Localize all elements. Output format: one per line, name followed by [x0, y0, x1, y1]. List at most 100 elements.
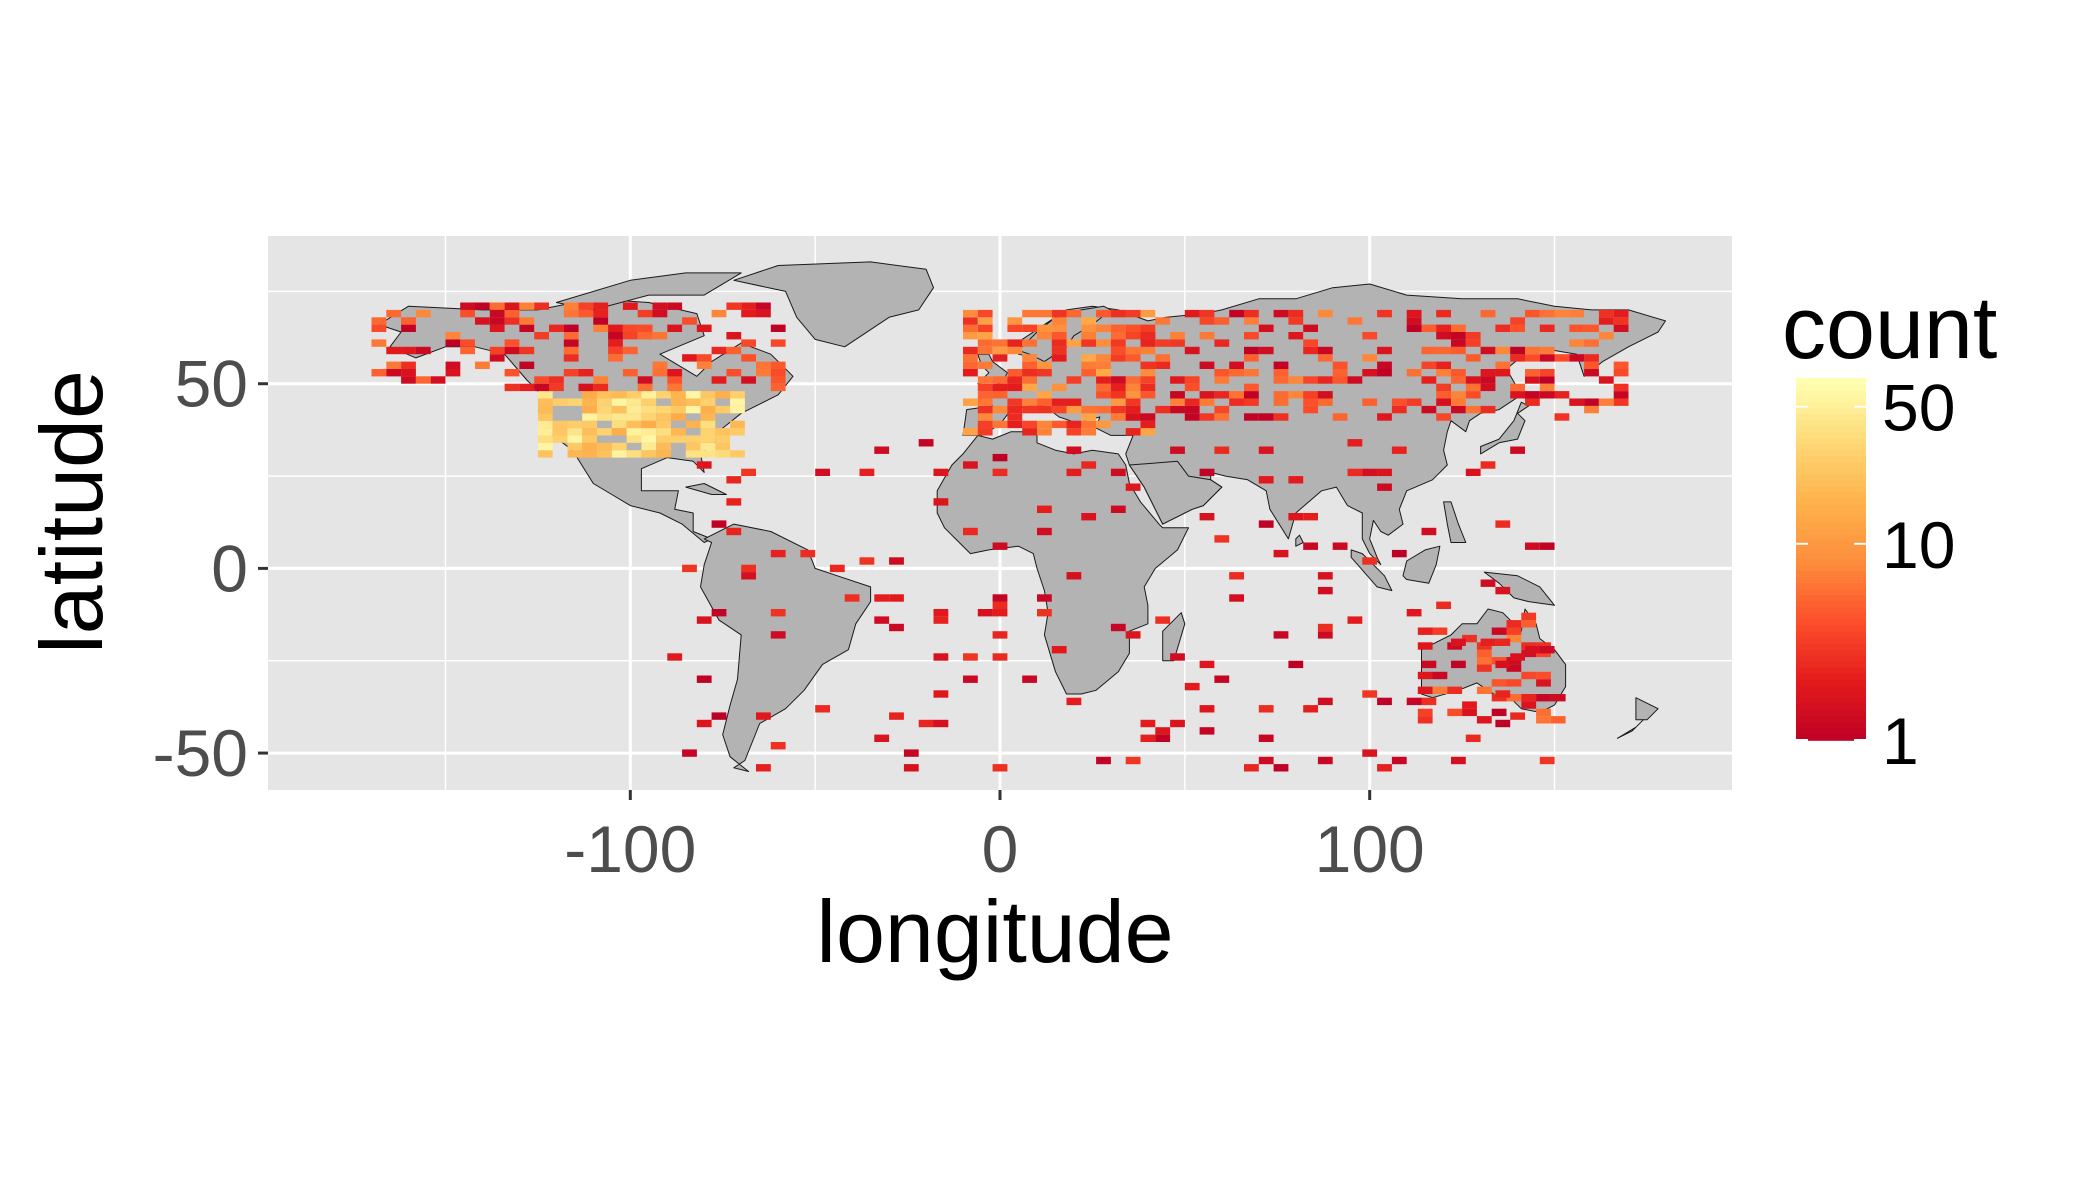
count-bin	[1258, 734, 1274, 742]
count-bin	[711, 346, 727, 355]
count-bin	[1170, 653, 1185, 661]
count-bin	[1554, 391, 1570, 399]
land-south-america	[700, 523, 872, 772]
count-bin	[1417, 716, 1433, 724]
count-bin	[977, 609, 993, 617]
count-bin	[1480, 309, 1496, 318]
count-bin	[1051, 383, 1067, 392]
count-bin	[637, 332, 653, 340]
count-bin	[567, 442, 583, 451]
count-bin	[741, 339, 756, 347]
count-bin	[593, 324, 609, 332]
count-bin	[1244, 309, 1259, 318]
count-bin	[667, 369, 683, 377]
legend-color-step	[1796, 450, 1866, 458]
count-bin	[1037, 420, 1052, 429]
count-bin	[1613, 398, 1629, 406]
legend-color-step	[1796, 637, 1866, 645]
count-bin	[711, 520, 727, 528]
count-bin	[1421, 405, 1437, 414]
count-bin	[1436, 361, 1451, 369]
count-bin	[756, 764, 771, 772]
count-bin	[415, 376, 431, 384]
count-bin	[1022, 354, 1037, 362]
count-bin	[933, 653, 949, 661]
count-bin	[415, 309, 431, 318]
count-bin	[1462, 634, 1477, 643]
count-bin	[597, 428, 612, 436]
count-bin	[460, 302, 475, 310]
count-bin	[1362, 749, 1378, 757]
count-bin	[415, 346, 431, 355]
count-bin	[1317, 391, 1333, 399]
count-bin	[1022, 324, 1037, 332]
count-bin	[549, 324, 564, 332]
count-bin	[1110, 309, 1126, 318]
count-bin	[992, 601, 1008, 609]
count-bin	[460, 339, 475, 347]
count-bin	[1377, 369, 1392, 377]
legend-color-step	[1796, 384, 1866, 391]
count-bin	[608, 324, 623, 332]
count-bin	[1273, 309, 1289, 318]
count-bin	[1432, 686, 1448, 694]
count-bin	[582, 435, 597, 443]
legend-color-step	[1796, 444, 1866, 452]
count-bin	[700, 398, 716, 406]
count-bin	[1510, 317, 1525, 325]
count-bin	[1199, 660, 1215, 669]
count-bin	[1521, 612, 1537, 621]
count-bin	[1022, 398, 1037, 406]
land-new-zealand	[1635, 697, 1659, 721]
count-bin	[1417, 686, 1433, 694]
count-bin	[1007, 413, 1023, 421]
count-bin	[685, 442, 701, 451]
count-bin	[641, 450, 657, 458]
legend-color-step	[1796, 559, 1866, 566]
count-bin	[1081, 332, 1097, 340]
legend-color-step	[1796, 709, 1866, 717]
count-bin	[696, 324, 712, 332]
count-bin	[889, 712, 904, 720]
count-bin	[963, 361, 978, 369]
count-bin	[700, 435, 716, 443]
count-bin	[1155, 727, 1171, 735]
count-bin	[1096, 383, 1111, 392]
count-bin	[1539, 369, 1555, 377]
count-bin	[992, 383, 1008, 392]
count-bin	[386, 346, 402, 355]
land-philippines	[1443, 501, 1467, 543]
count-bin	[563, 332, 579, 340]
count-bin	[401, 369, 416, 377]
count-bin	[656, 450, 671, 458]
count-bin	[1066, 572, 1082, 580]
count-bin	[1510, 354, 1525, 362]
count-bin	[977, 332, 993, 340]
count-bin	[1170, 398, 1185, 406]
count-bin	[641, 442, 657, 451]
count-bin	[963, 527, 978, 536]
x-axis-title: longitude	[816, 882, 1173, 981]
count-bin	[1051, 354, 1067, 362]
count-bin	[933, 468, 949, 477]
land-greenland	[733, 261, 934, 348]
count-bin	[1022, 376, 1037, 384]
count-bin	[1539, 324, 1555, 332]
count-bin	[1332, 361, 1348, 369]
count-bin	[1303, 376, 1318, 384]
legend-color-step	[1796, 589, 1866, 596]
legend-color-step	[1796, 673, 1866, 681]
count-bin	[1110, 623, 1126, 632]
count-bin	[741, 572, 756, 580]
count-bin	[582, 398, 597, 406]
count-bin	[1347, 616, 1363, 624]
count-bin	[770, 376, 786, 384]
count-bin	[1051, 420, 1067, 429]
count-bin	[656, 435, 671, 443]
count-bin	[1554, 354, 1570, 362]
count-bin	[715, 405, 731, 414]
count-bin	[1110, 398, 1126, 406]
count-bin	[641, 413, 657, 421]
legend-color-step	[1796, 577, 1866, 584]
count-bin	[1536, 671, 1551, 680]
